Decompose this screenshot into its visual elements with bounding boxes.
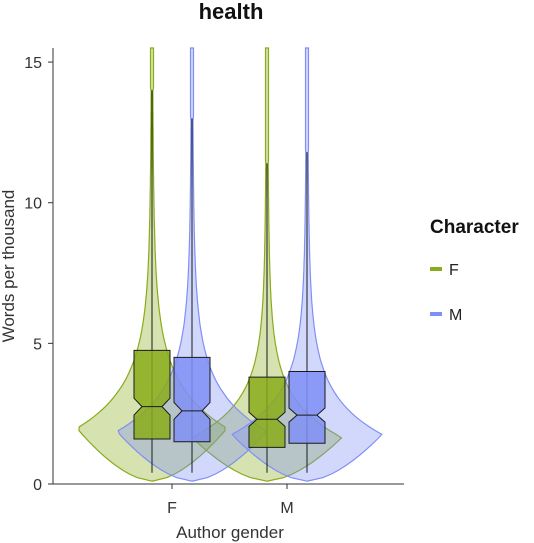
y-tick-label-15: 15 bbox=[24, 55, 42, 72]
axes: 0 5 10 15 F M bbox=[24, 48, 404, 517]
plot-area bbox=[78, 47, 383, 482]
x-tick-label-f: F bbox=[167, 500, 177, 517]
x-tick-label-m: M bbox=[280, 500, 293, 517]
y-tick-label-0: 0 bbox=[33, 477, 42, 494]
box-m-f bbox=[173, 356, 211, 443]
y-axis-label: Words per thousand bbox=[0, 190, 18, 343]
legend: Character F M bbox=[430, 217, 519, 324]
legend-title: Character bbox=[430, 217, 519, 238]
legend-label-m: M bbox=[449, 307, 462, 324]
y-tick-label-5: 5 bbox=[33, 336, 42, 353]
x-axis-label: Author gender bbox=[176, 523, 284, 542]
box-f-f bbox=[133, 349, 171, 440]
chart-title: health bbox=[199, 0, 264, 24]
y-tick-label-10: 10 bbox=[24, 196, 42, 213]
box-m-m bbox=[288, 370, 326, 444]
legend-label-f: F bbox=[449, 262, 459, 279]
box-f-m bbox=[248, 376, 286, 448]
